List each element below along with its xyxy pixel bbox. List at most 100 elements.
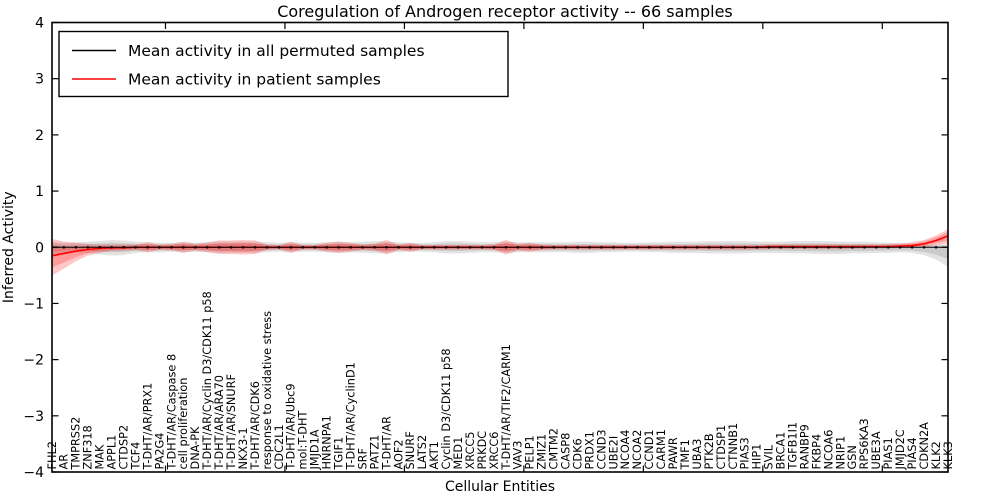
permuted-mean-marker: [146, 245, 149, 249]
permuted-mean-marker: [624, 245, 627, 249]
permuted-mean-marker: [815, 245, 818, 249]
x-tick-label: cell proliferation: [177, 378, 190, 470]
permuted-mean-marker: [218, 245, 221, 249]
y-tick-label: 4: [35, 16, 44, 32]
permuted-mean-marker: [397, 245, 400, 249]
y-tick-label: −1: [23, 296, 44, 312]
permuted-mean-marker: [122, 245, 125, 249]
x-tick-label: APPL1: [106, 435, 119, 470]
permuted-mean-marker: [898, 245, 902, 249]
y-tick-label: −4: [23, 465, 44, 481]
x-tick-label: NKX3-1: [237, 427, 250, 469]
x-tick-label: CASP8: [560, 433, 573, 470]
x-tick-label: LATS2: [416, 435, 429, 470]
x-tick-label: CDK6: [572, 438, 585, 469]
x-tick-label: PIAS4: [906, 437, 919, 469]
x-tick-label: T-DHT/AR/Caspase 8: [165, 354, 178, 471]
permuted-mean-marker: [695, 245, 699, 249]
permuted-mean-marker: [444, 245, 448, 249]
y-tick-label: 3: [35, 72, 44, 88]
permuted-mean-marker: [528, 245, 532, 249]
permuted-mean-marker: [636, 245, 639, 249]
x-tick-label: VAV3: [512, 441, 525, 470]
x-tick-label: CDC2L1: [273, 424, 286, 469]
x-tick-label: UBE2I: [607, 436, 620, 470]
permuted-mean-marker: [86, 245, 90, 249]
permuted-mean-marker: [719, 245, 723, 249]
y-tick-label: −3: [23, 409, 44, 425]
x-tick-label: JMJD2C: [894, 429, 907, 470]
x-tick-label: PIAS3: [739, 437, 752, 469]
permuted-mean-marker: [648, 245, 651, 249]
x-tick-label: RPS6KA3: [858, 418, 871, 469]
permuted-mean-marker: [182, 245, 185, 249]
permuted-mean-marker: [552, 245, 556, 249]
x-tick-label: CCND3: [595, 429, 608, 469]
x-tick-label: SRF: [356, 448, 369, 470]
x-tick-label: HNRNPA1: [321, 415, 334, 469]
x-tick-label: NRIP1: [834, 436, 847, 470]
permuted-mean-marker: [743, 245, 747, 249]
permuted-mean-marker: [277, 245, 281, 249]
permuted-mean-marker: [134, 245, 137, 249]
permuted-mean-marker: [767, 245, 771, 249]
x-tick-label: SNURF: [404, 431, 417, 469]
permuted-mean-marker: [337, 245, 341, 249]
x-tick-label: NCOA4: [619, 430, 632, 470]
permuted-mean-marker: [839, 245, 842, 249]
x-tick-label: T-DHT/AR/PRX1: [141, 383, 154, 471]
x-tick-label: JMJD1A: [309, 429, 322, 470]
x-tick-label: CTDSP2: [118, 425, 131, 470]
permuted-mean-marker: [74, 245, 78, 249]
permuted-mean-marker: [731, 245, 735, 249]
x-tick-label: TCF4: [129, 442, 142, 471]
plot-data-layer: [52, 229, 948, 276]
x-tick-label: response to oxidative stress: [261, 311, 274, 470]
x-tick-label: T-DHT/AR/CyclinD1: [345, 362, 358, 470]
permuted-mean-marker: [791, 245, 794, 249]
permuted-mean-marker: [671, 245, 675, 249]
x-tick-label: ZNF318: [82, 425, 95, 469]
x-tick-label: TMF1: [679, 439, 692, 470]
x-tick-label: T-DHT/AR/SNURF: [225, 374, 238, 470]
x-tick-label: KLK2: [930, 441, 943, 469]
permuted-mean-marker: [504, 245, 508, 249]
permuted-mean-marker: [683, 245, 687, 249]
permuted-mean-marker: [158, 245, 161, 249]
x-tick-label: AOF2: [392, 439, 405, 469]
x-tick-label: TMPRSS2: [70, 417, 83, 471]
x-tick-label: CMTM2: [548, 428, 561, 469]
permuted-mean-marker: [206, 245, 209, 249]
permuted-mean-marker: [660, 245, 663, 249]
permuted-mean-marker: [301, 245, 305, 249]
y-axis-title: Inferred Activity: [1, 191, 17, 303]
x-tick-label: TGFB1I1: [787, 422, 800, 471]
permuted-mean-marker: [564, 245, 567, 249]
x-tick-label: RANBP9: [798, 424, 811, 469]
permuted-mean-marker: [600, 245, 603, 249]
x-tick-label: HIP1: [751, 444, 764, 470]
permuted-mean-marker: [98, 245, 102, 249]
permuted-mean-marker: [480, 245, 484, 249]
permuted-mean-marker: [456, 245, 460, 249]
x-tick-label: PTK2B: [703, 433, 716, 469]
x-tick-label: T-DHT/AR/ARA70: [213, 375, 226, 470]
permuted-mean-marker: [241, 245, 245, 249]
permuted-mean-marker: [540, 245, 544, 249]
x-tick-label: CTNNB1: [727, 423, 740, 470]
permuted-mean-marker: [265, 245, 269, 249]
x-axis-title: Cellular Entities: [445, 479, 555, 495]
x-tick-label: T-DHT/AR: [380, 416, 393, 471]
permuted-mean-marker: [863, 245, 866, 249]
x-tick-label: T-DHT/AR/Ubc9: [285, 383, 298, 470]
permuted-mean-marker: [385, 245, 388, 249]
y-tick-label: 1: [35, 184, 44, 200]
x-tick-label: UBE3A: [870, 431, 883, 469]
x-tick-label: PAWR: [667, 437, 680, 469]
x-tick-label: Cyclin D3/CDK11 p58: [440, 348, 453, 469]
x-tick-label: GSN: [846, 445, 859, 469]
permuted-mean-marker: [229, 245, 233, 249]
permuted-mean-marker: [373, 245, 376, 249]
permuted-mean-marker: [851, 245, 854, 249]
